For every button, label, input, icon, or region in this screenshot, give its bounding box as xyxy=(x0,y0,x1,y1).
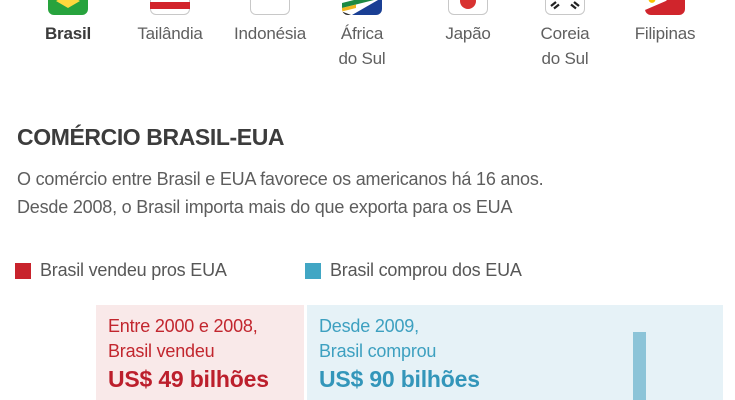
intro-text: O comércio entre Brasil e EUA favorece o… xyxy=(17,165,544,221)
legend-item-sold: Brasil vendeu pros EUA xyxy=(15,260,227,281)
africa-do-sul-flag-icon xyxy=(342,0,382,15)
legend-item-bought: Brasil comprou dos EUA xyxy=(305,260,522,281)
legend-swatch-red xyxy=(15,262,31,279)
intro-line-1: O comércio entre Brasil e EUA favorece o… xyxy=(17,169,544,189)
indonesia-flag-icon xyxy=(250,0,290,15)
chart-bar-teal xyxy=(633,332,646,400)
callout-sold-text: Entre 2000 e 2008, Brasil vendeu US$ 49 … xyxy=(96,305,304,393)
legend-label: Brasil comprou dos EUA xyxy=(330,260,522,280)
callout-sold-value: US$ 49 bilhões xyxy=(108,366,269,392)
callout-bought: Desde 2009, Brasil comprou US$ 90 bilhõe… xyxy=(307,305,723,400)
country-label: Indonésia xyxy=(234,24,306,43)
country-item-tailandia[interactable]: Tailândia xyxy=(110,0,230,46)
filipinas-flag-icon xyxy=(645,0,685,15)
country-item-africa-do-sul[interactable]: África do Sul xyxy=(302,0,422,71)
country-label: Filipinas xyxy=(634,24,696,43)
country-label: Coreia do Sul xyxy=(540,24,590,68)
country-label: Tailândia xyxy=(137,24,203,43)
japao-flag-sun xyxy=(460,0,476,9)
coreia-do-sul-flag-icon xyxy=(545,0,585,15)
country-item-coreia-do-sul[interactable]: Coreia do Sul xyxy=(505,0,625,71)
brasil-flag-diamond xyxy=(56,0,80,8)
country-item-indonesia[interactable]: Indonésia xyxy=(210,0,330,46)
legend-label: Brasil vendeu pros EUA xyxy=(40,260,227,280)
callout-bought-text: Desde 2009, Brasil comprou US$ 90 bilhõe… xyxy=(307,305,723,393)
japao-flag-icon xyxy=(448,0,488,15)
brasil-flag-icon xyxy=(48,0,88,15)
callout-sold: Entre 2000 e 2008, Brasil vendeu US$ 49 … xyxy=(96,305,304,400)
country-item-japao[interactable]: Japão xyxy=(408,0,528,46)
tailandia-flag-stripe xyxy=(150,2,190,9)
country-label: Japão xyxy=(445,24,491,43)
legend-swatch-teal xyxy=(305,262,321,279)
callout-bought-value: US$ 90 bilhões xyxy=(319,366,480,392)
intro-line-2: Desde 2008, o Brasil importa mais do que… xyxy=(17,197,513,217)
country-item-filipinas[interactable]: Filipinas xyxy=(605,0,725,46)
country-label: África do Sul xyxy=(338,24,386,68)
country-label: Brasil xyxy=(44,24,92,43)
tailandia-flag-icon xyxy=(150,0,190,15)
country-item-brasil[interactable]: Brasil xyxy=(8,0,128,46)
page-title: COMÉRCIO BRASIL-EUA xyxy=(17,124,285,150)
